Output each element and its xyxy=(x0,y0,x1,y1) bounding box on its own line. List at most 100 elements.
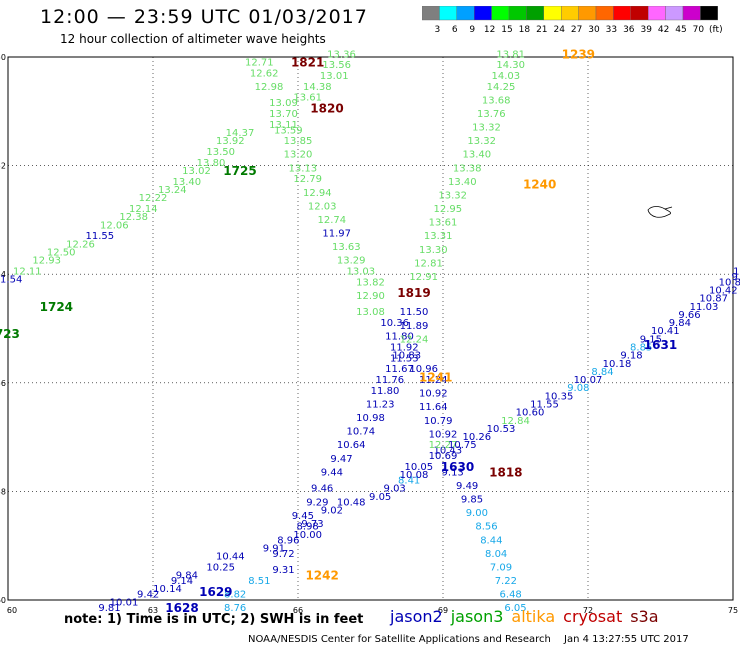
lat-tick-label: -54 xyxy=(0,270,6,279)
swh-value-label: 13.24 xyxy=(158,185,187,196)
swh-value-label: 13.59 xyxy=(274,125,303,136)
swh-value-label: 12.38 xyxy=(119,212,148,223)
swh-value-label: 9.42 xyxy=(137,590,159,601)
swh-value-label: 13.09 xyxy=(269,98,298,109)
lon-tick-label: 66 xyxy=(293,606,303,615)
swh-value-label: 13.40 xyxy=(448,177,477,188)
swh-value-label: 9.08 xyxy=(567,383,589,394)
swh-value-label: 8.85 xyxy=(630,343,652,354)
colorbar-label: 12 xyxy=(484,25,495,35)
swh-value-label: 12.22 xyxy=(139,193,168,204)
swh-value-label: 12.27 xyxy=(429,440,458,451)
swh-value-label: 13.20 xyxy=(284,150,313,161)
swh-value-label: 12.24 xyxy=(400,334,429,345)
swh-value-label: 10.43 xyxy=(434,446,463,457)
swh-value-label: 11.23 xyxy=(366,400,395,411)
swh-value-label: 8.82 xyxy=(224,590,246,601)
color-scale-bar: 3 6 9 12 15 18 21 24 27 30 33 36 39 42 45 70 (ft) xyxy=(422,6,723,35)
swh-value-label: 10.00 xyxy=(293,530,322,541)
swh-value-label: 8.84 xyxy=(591,367,613,378)
swh-value-label: 11.76 xyxy=(376,375,405,386)
swh-value-label: 10.87 xyxy=(699,294,728,305)
swh-value-label: 10.41 xyxy=(651,326,680,337)
swh-value-label: 12.94 xyxy=(303,188,332,199)
swh-value-label: 13.01 xyxy=(320,71,349,82)
swh-value-label: 9.45 xyxy=(292,511,314,522)
swh-value-label: 9.56 xyxy=(732,272,740,283)
swh-value-label: 13.36 xyxy=(327,49,356,60)
swh-value-label: 11.55 xyxy=(530,400,559,411)
page-subtitle: 12 hour collection of altimeter wave hei… xyxy=(60,32,326,46)
swh-value-label: 10.64 xyxy=(337,440,366,451)
legend-item-altika: altika xyxy=(511,607,556,626)
swh-value-label: 9.44 xyxy=(321,467,343,478)
swh-value-label: 9.72 xyxy=(272,549,294,560)
swh-value-label: 9.13 xyxy=(442,467,464,478)
colorbar-label: 15 xyxy=(501,25,512,35)
swh-value-label: 12.79 xyxy=(293,174,322,185)
swh-value-label: 12.11 xyxy=(13,266,42,277)
swh-value-label: 10.05 xyxy=(405,462,434,473)
swh-value-label: 13.63 xyxy=(332,242,361,253)
swh-value-label: 9.47 xyxy=(330,454,352,465)
swh-value-label: 7.09 xyxy=(490,562,512,573)
swh-value-label: 13.32 xyxy=(438,190,467,201)
swh-value-label: 6.05 xyxy=(504,603,526,614)
pass-time-label: 1819 xyxy=(397,286,430,300)
swh-value-label: 10.98 xyxy=(356,413,385,424)
swh-value-label: 10.92 xyxy=(429,429,458,440)
lon-tick-label: 72 xyxy=(583,606,593,615)
swh-value-label: 10.35 xyxy=(545,391,574,402)
swh-value-label: 9.66 xyxy=(678,310,700,321)
colorbar-label: 18 xyxy=(519,25,531,35)
swh-value-label: 13.70 xyxy=(269,109,298,120)
swh-value-label: 10.25 xyxy=(206,562,235,573)
map-frame xyxy=(7,56,734,601)
swh-value-label: 10.53 xyxy=(487,424,516,435)
swh-value-label: 10.79 xyxy=(424,416,453,427)
swh-value-label: 13.38 xyxy=(453,163,482,174)
pass-time-label: 1239 xyxy=(562,47,595,61)
swh-value-label: 10.96 xyxy=(409,364,438,375)
swh-value-label: 13.61 xyxy=(293,93,322,104)
swh-value-label: 12.91 xyxy=(409,272,438,283)
swh-value-label: 6.48 xyxy=(500,590,522,601)
swh-value-label: 10.86 xyxy=(719,277,740,288)
credit-text: NOAA/NESDIS Center for Satellite Applica… xyxy=(248,634,551,645)
colorbar-label: 24 xyxy=(553,25,565,35)
swh-value-label: 10.28 xyxy=(733,266,740,277)
swh-value-label: 13.32 xyxy=(472,123,501,134)
swh-value-label: 12.90 xyxy=(356,291,385,302)
colorbar-swatch xyxy=(700,6,718,21)
colorbar-label: 33 xyxy=(606,25,617,35)
pass-time-label: 1821 xyxy=(291,55,324,69)
swh-value-label: 13.61 xyxy=(429,218,458,229)
swh-value-label: 10.60 xyxy=(516,408,545,419)
swh-value-label: 14.37 xyxy=(226,128,255,139)
pass-time-label: 1628 xyxy=(165,601,198,615)
swh-value-label: 12.26 xyxy=(66,239,95,250)
swh-value-label: 12.74 xyxy=(318,215,347,226)
colorbar-label: 70 xyxy=(693,25,705,35)
swh-value-label: 12.98 xyxy=(255,82,284,93)
swh-value-label: 10.92 xyxy=(419,389,448,400)
swh-value-label: 10.42 xyxy=(709,285,738,296)
swh-value-label: 13.81 xyxy=(496,49,525,60)
swh-value-label: 11.97 xyxy=(322,228,351,239)
legend-item-jason3: jason3 xyxy=(450,607,504,626)
swh-value-label: 11.54 xyxy=(0,275,22,286)
swh-value-label: 11.24 xyxy=(419,375,448,386)
swh-value-label: 13.92 xyxy=(216,136,245,147)
swh-value-label: 13.80 xyxy=(197,158,226,169)
swh-value-label: 10.14 xyxy=(153,584,182,595)
page-title: 12:00 — 23:59 UTC 01/03/2017 xyxy=(40,6,368,28)
swh-value-label: 8.51 xyxy=(248,576,270,587)
legend-item-cryosat: cryosat xyxy=(563,607,623,626)
swh-value-label: 9.81 xyxy=(98,603,120,614)
pass-time-label: 1240 xyxy=(523,178,556,192)
swh-value-label: 11.80 xyxy=(371,386,400,397)
colorbar-label: 6 xyxy=(452,25,458,35)
swh-value-label: 13.29 xyxy=(337,256,366,267)
pass-time-label: 1242 xyxy=(305,569,338,583)
